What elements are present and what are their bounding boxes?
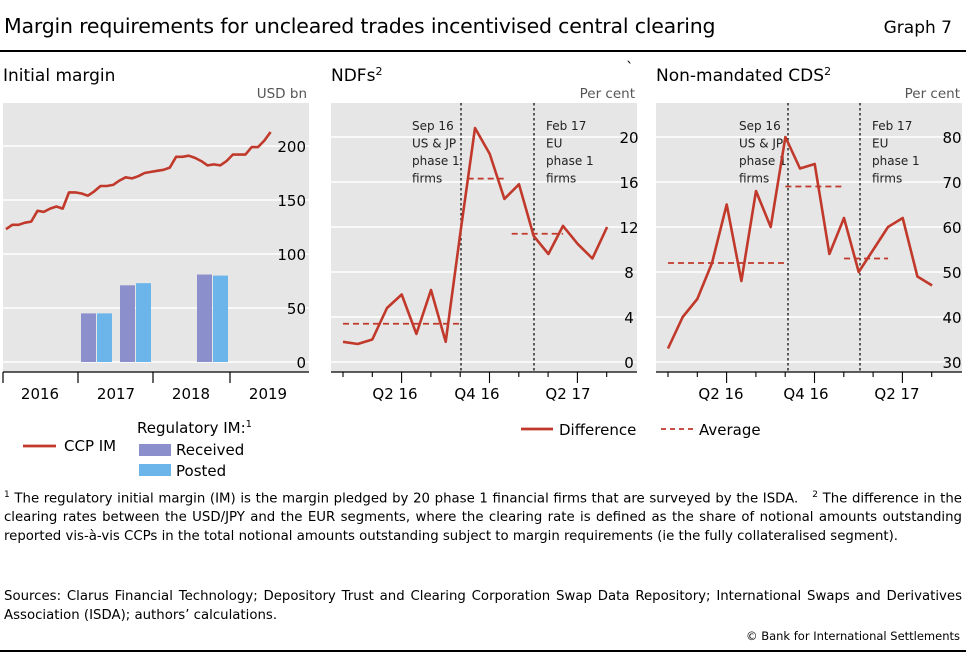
panel-cds: Non-mandated CDS2 Per cent 30 40 50 60 70 80 Sep…	[656, 65, 962, 403]
annotation-text: Sep 16	[739, 119, 781, 133]
bottom-rule	[0, 650, 966, 652]
bar-received	[81, 313, 96, 362]
footnote-text: 1 The regulatory initial margin (IM) is …	[4, 486, 962, 546]
annotation-text: Feb 17	[546, 119, 586, 133]
x-tick-label: Q2 17	[545, 385, 590, 403]
y-tick-label: 200	[277, 138, 306, 156]
difference-line	[342, 126, 609, 346]
panel-title-text: Non-mandated CDS	[656, 66, 824, 86]
x-tick-label: 2016	[21, 385, 59, 403]
copyright: © Bank for International Settlements	[746, 629, 960, 643]
legend-received-swatch	[139, 444, 171, 456]
panel-initial-margin: Initial margin USD bn 0 50 100 150 200 2016 2017…	[2, 66, 309, 403]
legend-difference-label: Difference	[559, 421, 636, 439]
y-tick-label: 4	[624, 309, 634, 327]
page-title: Margin requirements for uncleared trades…	[4, 14, 716, 38]
annotation-text: Feb 17	[872, 119, 912, 133]
legend-ccp-im-label: CCP IM	[64, 437, 116, 455]
annotation-text: EU	[546, 137, 562, 151]
legend-received-label: Received	[176, 441, 244, 459]
x-tick-label: Q2 16	[372, 385, 417, 403]
panel-title-sup: 2	[375, 65, 382, 78]
x-tick-label: 2017	[97, 385, 135, 403]
y-tick-label: 50	[942, 264, 961, 282]
annotation-text: firms	[546, 172, 576, 186]
footnote-2-marker: 2	[812, 490, 818, 500]
x-tick-label: 2018	[172, 385, 210, 403]
bar-posted	[213, 275, 228, 362]
annotation-text: phase 1	[546, 154, 594, 168]
unit-label: USD bn	[257, 86, 307, 102]
legend-average-label: Average	[699, 421, 761, 439]
legend-group-text: Regulatory IM:	[137, 419, 246, 437]
x-tick-label: 2019	[249, 385, 287, 403]
difference-line	[666, 135, 933, 350]
panel-title-sup: 2	[824, 65, 831, 78]
y-tick-label: 16	[619, 174, 638, 192]
y-tick-label: 12	[619, 219, 638, 237]
footnote-1: The regulatory initial margin (IM) is th…	[14, 491, 799, 507]
x-tick-label: Q4 16	[783, 385, 828, 403]
plot-background	[331, 103, 637, 372]
annotation-text: phase 1	[872, 154, 920, 168]
annotation-text: firms	[872, 172, 902, 186]
graph-number: Graph 7	[883, 18, 952, 38]
plot-background	[656, 103, 962, 372]
y-tick-label: 150	[277, 192, 306, 210]
legend-posted-swatch	[139, 464, 171, 476]
panel-title-text: NDFs	[331, 66, 376, 86]
ccp-im-line	[5, 131, 272, 231]
legend-posted-label: Posted	[176, 462, 226, 480]
top-rule	[0, 50, 966, 52]
y-tick-label: 70	[942, 174, 961, 192]
y-tick-label: 0	[296, 354, 306, 372]
x-tick-label: Q2 17	[874, 385, 919, 403]
footnote-2: The difference in the clearing rates bet…	[4, 491, 962, 545]
annotation-text: EU	[872, 137, 888, 151]
annotation-text: firms	[412, 172, 442, 186]
panel-title: Non-mandated CDS2	[656, 65, 831, 86]
y-tick-label: 8	[624, 264, 634, 282]
panel-title: NDFs2	[331, 65, 382, 86]
legend-regulatory-im-label: Regulatory IM:1	[137, 419, 252, 437]
y-tick-label: 60	[942, 219, 961, 237]
panel-title: Initial margin	[3, 66, 115, 86]
annotation-text: phase 1	[412, 154, 460, 168]
y-tick-label: 80	[942, 129, 961, 147]
legend-group-sup: 1	[246, 419, 252, 430]
y-tick-label: 20	[619, 129, 638, 147]
bar-posted	[97, 313, 112, 362]
footnote-1-marker: 1	[4, 490, 10, 500]
annotation-text: US & JP	[412, 137, 456, 151]
panel-ndfs: NDFs2 Per cent 0 4 8 12 16 20 Sep 16 US & JP phase…	[331, 59, 639, 403]
y-tick-label: 30	[942, 354, 961, 372]
bar-received	[197, 274, 212, 362]
annotation-text: firms	[739, 172, 769, 186]
bar-posted	[136, 283, 151, 362]
x-tick-label: Q2 16	[698, 385, 743, 403]
x-tick-label: Q4 16	[454, 385, 499, 403]
y-tick-label: 0	[624, 354, 634, 372]
unit-label: Per cent	[905, 86, 960, 102]
unit-label: Per cent	[580, 86, 635, 102]
bar-received	[120, 285, 135, 362]
stray-mark: `	[626, 59, 634, 77]
annotation-text: Sep 16	[412, 119, 454, 133]
y-tick-label: 40	[942, 309, 961, 327]
y-tick-label: 50	[287, 300, 306, 318]
sources-text: Sources: Clarus Financial Technology; De…	[4, 589, 962, 623]
annotation-text: US & JP	[739, 137, 783, 151]
annotation-text: phase 1	[739, 154, 787, 168]
y-tick-label: 100	[277, 246, 306, 264]
